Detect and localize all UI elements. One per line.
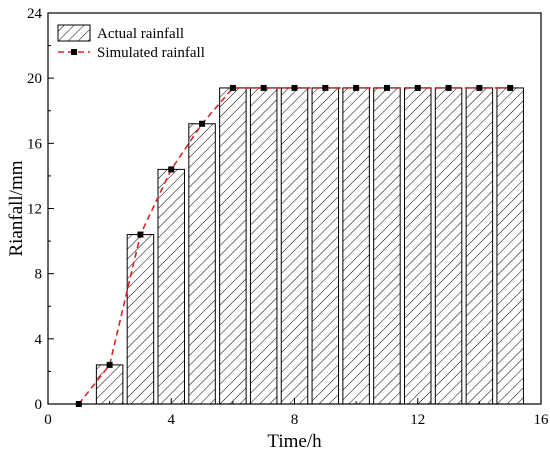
bar-t14 [465,87,494,405]
simulated-marker-t8 [291,84,298,91]
x-axis-title: Time/h [267,431,322,452]
bar-t3 [126,234,155,405]
y-tick-label: 12 [27,202,42,218]
simulated-marker-t5 [199,120,206,127]
x-tick-label: 0 [44,412,52,428]
x-tick-label: 16 [534,412,550,428]
bar-t5 [188,123,216,405]
bar-t15 [496,87,524,405]
bar-t12 [404,87,432,405]
simulated-marker-t9 [322,84,329,91]
x-tick-label: 12 [410,412,425,428]
legend: Actual rainfall Simulated rainfall [57,24,205,61]
legend-swatch-actual [57,24,91,42]
bar-t4 [157,168,185,405]
line-layer [75,84,514,407]
bar-t7 [249,87,278,405]
simulated-marker-t12 [414,84,421,91]
y-tick-label: 0 [35,397,43,413]
bar-t6 [219,87,247,405]
legend-label-simulated: Simulated rainfall [97,45,205,61]
simulated-marker-t13 [445,84,452,91]
bar-t9 [311,87,340,405]
legend-swatch-marker [71,49,77,55]
simulated-marker-t4 [168,166,175,173]
simulated-line [78,87,511,405]
bar-t11 [373,87,401,405]
bar-t13 [434,87,463,405]
y-tick-label: 24 [27,6,43,22]
ticks-layer: 0 4 8 12 16 0 4 8 12 16 20 24 [27,6,549,428]
y-tick-label: 4 [35,332,43,348]
simulated-marker-t3 [137,231,144,238]
simulated-marker-t2 [106,361,113,368]
y-tick-label: 20 [27,71,42,87]
simulated-marker-t10 [353,84,360,91]
bar-t8 [280,87,309,405]
x-tick-label: 4 [168,412,176,428]
simulated-marker-t7 [260,84,267,91]
bars-layer [95,87,524,405]
y-tick-label: 16 [27,136,43,152]
simulated-marker-t11 [383,84,390,91]
simulated-marker-t14 [476,84,483,91]
legend-label-actual: Actual rainfall [97,26,184,42]
bar-t2 [95,364,124,405]
simulated-marker-t6 [229,84,236,91]
y-tick-label: 8 [35,267,43,283]
simulated-marker-t15 [507,84,514,91]
y-axis-title: Rianfall/mm [6,160,27,256]
bar-t10 [342,87,370,405]
x-tick-label: 8 [291,412,299,428]
